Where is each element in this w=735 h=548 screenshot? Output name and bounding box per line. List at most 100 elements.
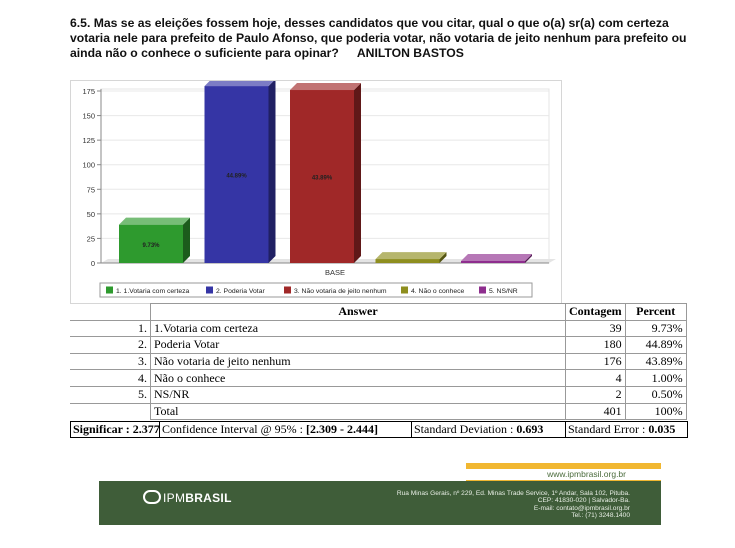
footer-url: www.ipmbrasil.org.br [547,469,626,479]
footer-orange-bar [466,463,661,469]
table-row: 5. NS/NR 2 0.50% [70,385,687,404]
standard-deviation: Standard Deviation : 0.693 [412,422,566,437]
candidate-name: ANILTON BASTOS [356,46,464,60]
row-percent: 9.73% [624,319,687,338]
y-tick-label: 50 [87,210,95,219]
y-tick-label: 150 [82,112,95,121]
y-tick-label: 100 [82,161,95,170]
bar [290,90,354,263]
x-axis-label: BASE [325,268,345,277]
bar-top [375,252,447,260]
bar-side [525,254,532,263]
y-tick-label: 25 [87,234,95,243]
standard-error: Standard Error : 0.035 [566,422,677,437]
bar [204,86,269,263]
row-percent: 0.50% [624,385,687,404]
question-text: 6.5. Mas se as eleições fossem hoje, des… [70,16,700,61]
table-row: 1. 1.Votaria com certeza 39 9.73% [70,319,687,338]
bar-top [290,83,361,91]
legend-label: 1. 1.Votaria com certeza [116,288,190,295]
y-tick-label: 0 [91,259,95,268]
row-answer: Poderia Votar [150,336,566,354]
header-count: Contagem [565,303,626,321]
bar-side [354,83,361,263]
se-value: 0.035 [648,422,676,436]
total-percent: 100% [624,402,687,421]
significar: Significar : 2.377 [71,422,160,437]
y-tick-label: 125 [82,136,95,145]
footer-banner [99,481,661,525]
row-index: 1. [70,319,151,338]
summary-bar: Significar : 2.377 Confidence Interval @… [70,421,688,438]
bar-side [183,217,190,263]
table-header-row: Answer Contagem Percent [70,303,687,321]
bar-side [439,252,447,263]
ipm-logo-icon [143,490,161,504]
row-answer: 1.Votaria com certeza [150,319,566,338]
row-index: 5. [70,385,151,404]
address-line-3: E-mail: contato@ipmbrasil.org.br [533,504,630,512]
bar-chart: 0 25 50 75 100 125 150 175 9.73% 44.89% 43.89% BASE… [70,80,562,304]
legend-swatch [479,286,486,294]
legend-label: 3. Não votaria de jeito nenhum [294,288,387,295]
row-answer: Não o conhece [150,369,566,387]
bar-top [204,81,274,87]
row-index: 3. [70,352,151,371]
logo-light: IPM [163,491,186,505]
y-tick-label: 75 [87,185,95,194]
question-body: 6.5. Mas se as eleições fossem hoje, des… [70,16,687,60]
row-index: 4. [70,369,151,387]
legend-swatch [401,286,408,294]
row-count: 176 [565,352,626,371]
row-count: 180 [565,336,626,354]
total-count: 401 [565,402,626,421]
bar [461,261,525,263]
header-percent: Percent [624,303,687,321]
bar [375,259,440,263]
significar-label: Significar : [73,422,130,436]
chart-svg: 0 25 50 75 100 125 150 175 9.73% 44.89% 43.89% BASE… [82,81,556,298]
row-percent: 44.89% [624,336,687,354]
row-count: 4 [565,369,626,387]
bar-data-label: 9.73% [142,243,160,249]
legend-swatch [284,286,291,294]
bar-side [268,81,276,263]
footer-address: Rua Minas Gerais, nº 229, Ed. Minas Trad… [300,490,630,520]
ci-value: [2.309 - 2.444] [306,422,379,436]
address-line-4: Tel.: (71) 3248.1400 [571,512,630,520]
sd-label: Standard Deviation : [414,422,514,436]
bar-top [461,254,532,261]
bar-data-label: 43.89% [312,176,333,182]
row-percent: 43.89% [624,352,687,371]
header-answer: Answer [150,303,566,321]
total-label: Total [150,402,566,421]
table-total-row: Total 401 100% [70,402,687,421]
row-answer: NS/NR [150,385,566,404]
logo-bold: BRASIL [185,491,232,505]
results-table: Answer Contagem Percent 1. 1.Votaria com … [70,303,687,421]
se-label: Standard Error : [568,422,646,436]
header-blank [70,303,151,321]
address-line-2: CEP: 41830-020 | Salvador-Ba. [537,497,630,505]
row-count: 39 [565,319,626,338]
bar-top [119,217,190,225]
legend-label: 4. Não o conhece [411,288,464,295]
row-percent: 1.00% [624,369,687,387]
sd-value: 0.693 [516,422,544,436]
legend-label: 2. Poderia Votar [216,288,265,295]
confidence-interval: Confidence Interval @ 95% : [2.309 - 2.4… [160,422,412,437]
table-row: 4. Não o conhece 4 1.00% [70,369,687,387]
y-tick-label: 175 [82,87,95,96]
row-index: 2. [70,336,151,354]
table-row: 2. Poderia Votar 180 44.89% [70,336,687,354]
legend-label: 5. NS/NR [489,288,518,295]
legend-swatch [106,286,113,294]
row-count: 2 [565,385,626,404]
bar-data-label: 44.89% [226,174,247,180]
bar [119,224,183,263]
ci-label: Confidence Interval @ 95% : [162,422,304,436]
row-answer: Não votaria de jeito nenhum [150,352,566,371]
table-row: 3. Não votaria de jeito nenhum 176 43.89% [70,352,687,371]
significar-value: 2.377 [132,422,160,436]
ipm-logo: IPMBRASIL [143,490,232,505]
